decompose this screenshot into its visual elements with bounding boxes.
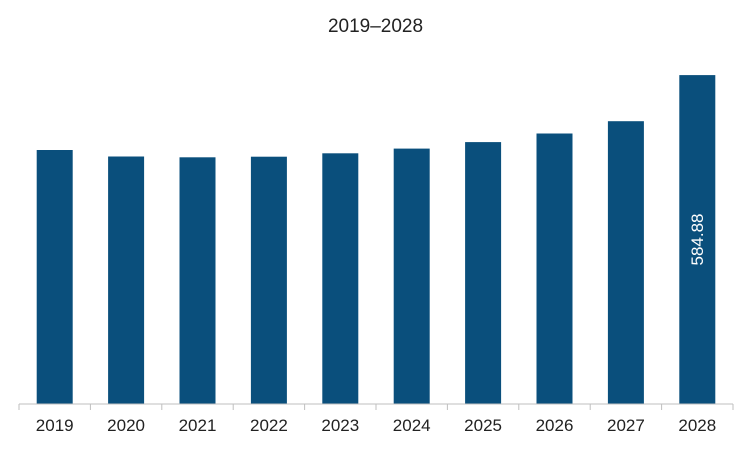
data-label-2028: 584.88 [688,214,707,266]
x-tick-label-2022: 2022 [250,416,288,435]
bar-2020 [108,156,145,404]
x-tick-label-2023: 2023 [321,416,359,435]
chart-title: 2019–2028 [327,16,424,37]
bars-group [36,75,716,404]
bar-2021 [179,157,216,404]
bar-2023 [322,153,359,404]
x-tick-label-2027: 2027 [607,416,645,435]
bar-2028 [679,75,716,404]
x-tick-label-2028: 2028 [678,416,716,435]
bar-2024 [393,148,430,404]
x-tick-label-2020: 2020 [107,416,145,435]
bar-2019 [36,150,73,404]
x-tick-label-2021: 2021 [179,416,217,435]
x-tick-label-2025: 2025 [464,416,502,435]
x-axis-ticks [18,404,734,410]
bar-2026 [536,133,573,404]
bar-2025 [465,142,502,404]
bar-2022 [250,156,287,404]
x-tick-label-2024: 2024 [393,416,431,435]
data-labels: 584.88 [688,214,707,266]
x-axis-tick-labels: 2019 2020 2021 2022 2023 2024 2025 2026 2027 2028 [36,416,716,435]
x-tick-label-2026: 2026 [536,416,574,435]
x-tick-label-2019: 2019 [36,416,74,435]
bar-2027 [607,121,644,404]
